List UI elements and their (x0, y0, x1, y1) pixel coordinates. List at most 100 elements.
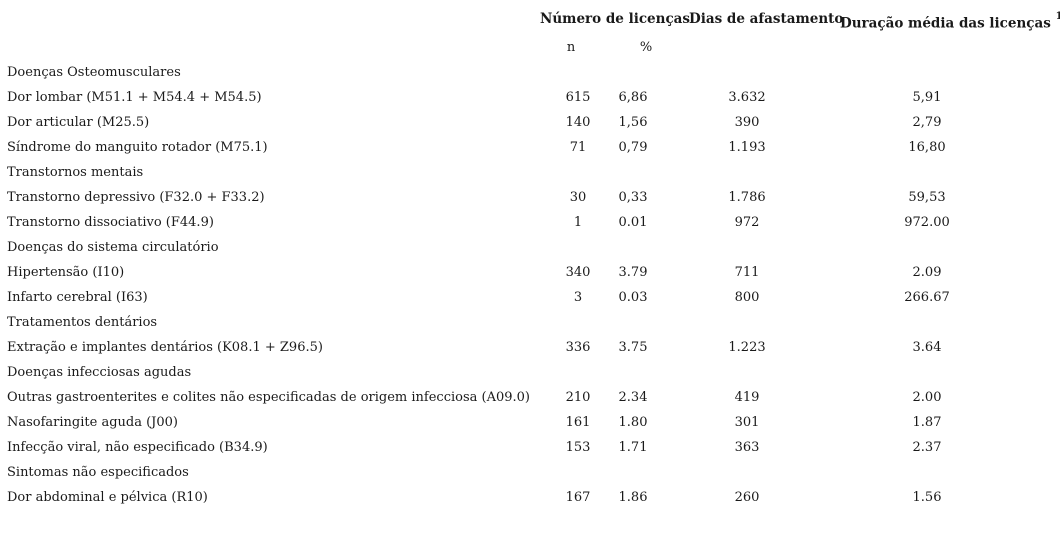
header-duracao-media-label: Duração média das licenças (840, 15, 1051, 32)
row-label: Transtorno dissociativo (F44.9) (7, 215, 214, 230)
table-row: Nasofaringite aguda (J00) 161 1.80 301 1.87 (0, 410, 1022, 435)
cell-percent (604, 235, 662, 260)
footnote-marker: 1 (1055, 11, 1060, 22)
cell-duracao: 2.00 (912, 390, 942, 405)
row-label: Doenças Osteomusculares (7, 65, 181, 80)
cell-duracao: 266.67 (904, 290, 950, 305)
cell-duracao (832, 310, 1022, 335)
cell-percent (604, 160, 662, 185)
cell-duracao: 16,80 (908, 140, 946, 155)
table-row: Infarto cerebral (I63) 3 0.03 800 266.67 (0, 285, 1022, 310)
cell-percent: 1.86 (618, 490, 648, 505)
cell-duracao (832, 235, 1022, 260)
cell-n: 615 (565, 90, 591, 105)
cell-dias: 363 (734, 440, 760, 455)
cell-n: 336 (565, 340, 591, 355)
cell-dias: 1.193 (728, 140, 766, 155)
cell-duracao: 1.56 (912, 490, 942, 505)
cell-percent (604, 310, 662, 335)
cell-percent: 0,33 (618, 190, 648, 205)
cell-dias (662, 310, 832, 335)
row-label: Tratamentos dentários (7, 315, 158, 330)
row-label: Doenças infecciosas agudas (7, 365, 192, 380)
cell-duracao (832, 460, 1022, 485)
row-label: Transtorno depressivo (F32.0 + F33.2) (7, 190, 265, 205)
cell-duracao: 2.37 (912, 440, 942, 455)
cell-n: 30 (569, 190, 587, 205)
row-label: Dor articular (M25.5) (7, 115, 150, 130)
cell-n: 153 (565, 440, 591, 455)
table-row: Dor articular (M25.5) 140 1,56 390 2,79 (0, 110, 1022, 135)
cell-dias: 3.632 (728, 90, 766, 105)
cell-percent: 1,56 (618, 115, 648, 130)
cell-dias (662, 60, 832, 85)
cell-n (552, 160, 604, 185)
category-row: Doenças do sistema circulatório (0, 235, 1022, 260)
cell-duracao (832, 60, 1022, 85)
category-row: Doenças Osteomusculares (0, 60, 1022, 85)
cell-dias: 419 (734, 390, 760, 405)
cell-duracao (832, 360, 1022, 385)
cell-dias (662, 360, 832, 385)
subheader-percent: % (639, 40, 653, 55)
category-row: Doenças infecciosas agudas (0, 360, 1022, 385)
cell-percent: 6,86 (618, 90, 648, 105)
cell-n (552, 235, 604, 260)
cell-dias: 390 (734, 115, 760, 130)
cell-duracao: 1.87 (912, 415, 942, 430)
row-label: Transtornos mentais (7, 165, 144, 180)
cell-n (552, 60, 604, 85)
cell-dias: 711 (734, 265, 760, 280)
cell-percent: 1.80 (618, 415, 648, 430)
row-label: Infarto cerebral (I63) (7, 290, 148, 305)
cell-duracao: 59,53 (908, 190, 946, 205)
cell-percent: 2.34 (618, 390, 648, 405)
subheader-n: n (566, 40, 576, 55)
leave-table: Doenças Osteomusculares Dor lombar (M51.1… (0, 60, 1022, 510)
cell-dias: 800 (734, 290, 760, 305)
cell-percent (604, 460, 662, 485)
cell-duracao: 2.09 (912, 265, 942, 280)
cell-n (552, 310, 604, 335)
cell-n: 1 (573, 215, 583, 230)
cell-percent: 0,79 (618, 140, 648, 155)
cell-n: 161 (565, 415, 591, 430)
table-row: Dor abdominal e pélvica (R10) 167 1.86 260 1… (0, 485, 1022, 510)
table-row: Transtorno dissociativo (F44.9) 1 0.01 972 9… (0, 210, 1022, 235)
row-label: Síndrome do manguito rotador (M75.1) (7, 140, 268, 155)
leave-table-body: Doenças Osteomusculares Dor lombar (M51.1… (0, 60, 1022, 510)
table-row: Outras gastroenterites e colites não esp… (0, 385, 1022, 410)
header-duracao-media: Duração média das licenças 1 (840, 11, 1060, 32)
cell-percent: 0.03 (618, 290, 648, 305)
cell-duracao: 2,79 (912, 115, 942, 130)
row-label: Outras gastroenterites e colites não esp… (7, 390, 530, 405)
table-row: Extração e implantes dentários (K08.1 + … (0, 335, 1022, 360)
cell-duracao: 5,91 (912, 90, 942, 105)
table-row: Síndrome do manguito rotador (M75.1) 71 0,… (0, 135, 1022, 160)
cell-n: 210 (565, 390, 591, 405)
category-row: Transtornos mentais (0, 160, 1022, 185)
cell-percent (604, 360, 662, 385)
category-row: Sintomas não especificados (0, 460, 1022, 485)
cell-n: 3 (573, 290, 583, 305)
cell-duracao: 3.64 (912, 340, 942, 355)
table-row: Hipertensão (I10) 340 3.79 711 2.09 (0, 260, 1022, 285)
row-label: Nasofaringite aguda (J00) (7, 415, 179, 430)
cell-dias (662, 160, 832, 185)
header-numero-licencas: Número de licenças (540, 11, 691, 27)
cell-percent: 1.71 (618, 440, 648, 455)
cell-dias (662, 235, 832, 260)
cell-n: 140 (565, 115, 591, 130)
cell-dias (662, 460, 832, 485)
row-label: Infecção viral, não especificado (B34.9) (7, 440, 268, 455)
row-label: Dor lombar (M51.1 + M54.4 + M54.5) (7, 90, 262, 105)
cell-percent: 3.75 (618, 340, 648, 355)
cell-n: 167 (565, 490, 591, 505)
row-label: Sintomas não especificados (7, 465, 189, 480)
row-label: Dor abdominal e pélvica (R10) (7, 490, 208, 505)
cell-dias: 1.786 (728, 190, 766, 205)
table-row: Dor lombar (M51.1 + M54.4 + M54.5) 615 6,8… (0, 85, 1022, 110)
table-row: Transtorno depressivo (F32.0 + F33.2) 30 0… (0, 185, 1022, 210)
cell-dias: 301 (734, 415, 760, 430)
